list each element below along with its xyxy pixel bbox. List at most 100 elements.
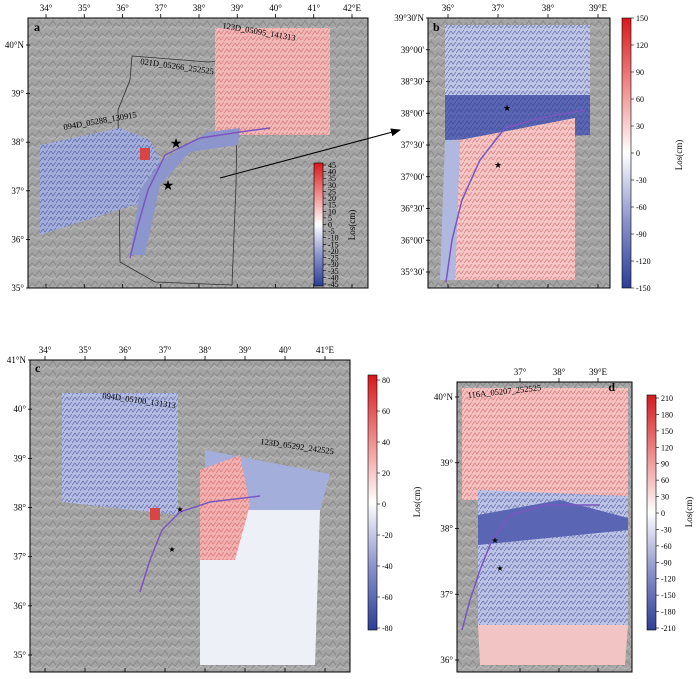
lon-tick-label: 38° (199, 345, 212, 355)
epicenter-star: ★ (494, 160, 502, 170)
colorbar-label: Los(cm) (347, 210, 357, 241)
colorbar-tick-label: 30 (328, 181, 336, 190)
colorbar-tick-label: 15 (328, 201, 336, 210)
lon-tick-label: 40° (269, 3, 282, 13)
colorbar-tick-label: -30 (636, 176, 647, 185)
colorbar-tick-label: 0 (382, 500, 386, 509)
lat-tick-label: 35°30' (401, 267, 425, 277)
epicenter-star: ★ (496, 564, 503, 573)
epicenter-star: ★ (491, 536, 498, 545)
colorbar-tick-label: 150 (636, 14, 648, 23)
lat-tick-label: 36°00' (401, 235, 425, 245)
swath-021D-strip (130, 128, 240, 255)
fault-line (139, 495, 261, 593)
lat-tick-label: 37° (440, 589, 453, 599)
colorbar-b (621, 17, 632, 289)
colorbar-tick-label: 5 (328, 214, 332, 223)
lon-tick-label: 39° (239, 345, 252, 355)
red-patch (150, 508, 160, 520)
lat-tick-label: 35° (11, 283, 24, 293)
colorbar-tick-label: -150 (661, 591, 676, 600)
colorbar-tick-label: 120 (636, 41, 648, 50)
colorbar-tick-label: 0 (661, 509, 665, 518)
lon-tick-label: 37° (159, 345, 172, 355)
lon-tick-label: 39°E (589, 3, 608, 13)
lon-tick-label: 39° (231, 3, 244, 13)
lat-tick-label: 40°N (434, 392, 454, 402)
lat-tick-label: 39° (11, 89, 24, 99)
lon-tick-label: 35° (79, 345, 92, 355)
colorbar-tick-label: -30 (328, 260, 339, 269)
colorbar-a (313, 162, 324, 287)
colorbar-tick-label: 20 (382, 469, 390, 478)
panel-letter: c (35, 361, 41, 375)
lat-tick-label: 38° (11, 137, 24, 147)
lat-tick-label: 39°00' (401, 45, 425, 55)
colorbar-tick-label: -30 (661, 525, 672, 534)
lon-tick-label: 38° (542, 3, 555, 13)
colorbar-tick-label: -90 (661, 558, 672, 567)
lon-tick-label: 37° (154, 3, 167, 13)
panel-c: ★ ★ c 094D_05100_131313 123D_05292_24252… (7, 345, 422, 673)
panel-a: ★ ★ a 123D_05095_141313 021D_05266_25252… (5, 3, 369, 293)
lon-tick-label: 41° (307, 3, 320, 13)
lat-tick-label: 37° (11, 186, 24, 196)
colorbar-tick-label: 0 (636, 149, 640, 158)
colorbar-tick-label: 150 (661, 427, 673, 436)
colorbar-tick-label: -45 (328, 280, 339, 289)
colorbar-tick-label: 35 (328, 174, 336, 183)
colorbar-tick-label: -40 (382, 562, 393, 571)
lon-tick-label: 35° (78, 3, 91, 13)
colorbar-tick-label: 0 (328, 221, 332, 230)
lon-tick-label: 41°E (316, 345, 335, 355)
lon-tick-label: 38° (193, 3, 206, 13)
colorbar-tick-label: -5 (328, 227, 335, 236)
lon-tick-label: 36° (119, 345, 132, 355)
epicenter-star: ★ (503, 103, 511, 113)
lat-tick-label: 36° (13, 601, 26, 611)
colorbar-tick-label: 210 (661, 394, 673, 403)
lat-tick-label: 37°00' (401, 172, 425, 182)
colorbar-tick-label: -40 (328, 273, 339, 282)
lat-tick-label: 38° (13, 503, 26, 513)
colorbar-tick-label: -60 (661, 542, 672, 551)
colorbar-tick-label: 30 (661, 493, 669, 502)
panel-letter: d (608, 380, 615, 394)
colorbar-tick-label: -20 (382, 531, 393, 540)
colorbar-tick-label: 60 (661, 476, 669, 485)
colorbar-tick-label: 30 (636, 122, 644, 131)
lat-tick-label: 36° (11, 234, 24, 244)
panel-letter: b (433, 20, 440, 34)
lat-tick-label: 36°30' (401, 204, 425, 214)
panel-b: ★ ★ b Los(cm) 36° 37° 38° 39°E 39°30'N 39°00'… (394, 3, 684, 293)
colorbar-tick-label: -150 (636, 284, 651, 293)
colorbar-tick-label: -25 (328, 254, 339, 263)
colorbar-tick-label: -60 (636, 203, 647, 212)
colorbar-tick-label: -60 (382, 593, 393, 602)
lat-tick-label: 36° (440, 655, 453, 665)
lat-tick-label: 37°30' (401, 140, 425, 150)
colorbar-tick-label: -15 (328, 240, 339, 249)
colorbar-tick-label: 90 (661, 460, 669, 469)
colorbar-tick-label: -120 (636, 257, 651, 266)
colorbar-label: Los(cm) (674, 140, 684, 171)
colorbar-tick-label: -120 (661, 575, 676, 584)
colorbar-tick-label: 10 (328, 207, 336, 216)
colorbar-label: Los(cm) (412, 487, 422, 518)
lon-tick-label: 40° (279, 345, 292, 355)
lon-tick-label: 36° (442, 3, 455, 13)
lat-tick-label: 37° (13, 552, 26, 562)
colorbar-tick-label: 25 (328, 187, 336, 196)
lon-tick-label: 42°E (343, 3, 362, 13)
panel-d: ★ ★ d 116A_05207_252525 Los(cm) 37° 38° 39… (434, 367, 694, 673)
red-patch (140, 148, 150, 160)
lon-tick-label: 37° (492, 3, 505, 13)
lon-tick-label: 38° (553, 367, 566, 377)
colorbar-tick-label: -180 (661, 608, 676, 617)
lat-tick-label: 39° (440, 458, 453, 468)
colorbar-tick-label: -35 (328, 267, 339, 276)
lat-tick-label: 38°00' (401, 108, 425, 118)
zoom-arrow (219, 128, 401, 179)
colorbar-tick-label: -90 (636, 230, 647, 239)
